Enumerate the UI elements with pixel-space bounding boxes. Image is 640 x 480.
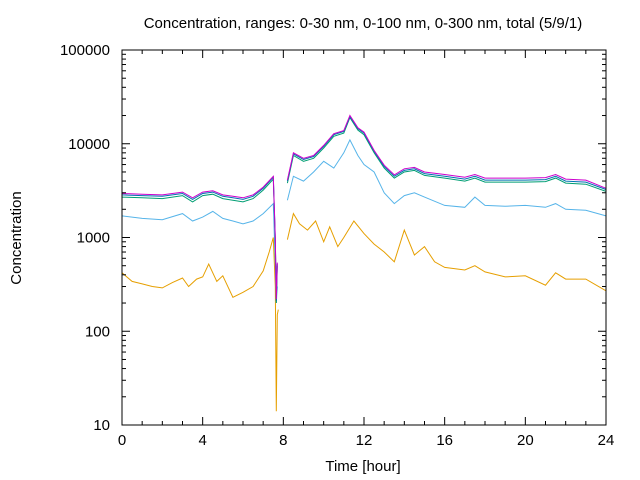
series-line-1	[121, 212, 607, 412]
x-tick-label: 16	[436, 432, 453, 449]
y-axis-label: Concentration	[8, 191, 25, 284]
x-tick-label: 8	[279, 432, 287, 449]
x-axis-label: Time [hour]	[325, 458, 400, 475]
x-tick-label: 0	[118, 432, 126, 449]
chart-title: Concentration, ranges: 0-30 nm, 0-100 nm…	[144, 15, 583, 32]
x-tick-label: 12	[356, 432, 373, 449]
y-tick-label: 1000	[77, 230, 110, 247]
x-tick-label: 4	[198, 432, 206, 449]
y-tick-label: 100	[85, 323, 110, 340]
series-line-5	[121, 114, 607, 300]
x-tick-label: 20	[517, 432, 534, 449]
plot-frame	[121, 49, 607, 426]
series-line-3	[121, 116, 607, 304]
y-tick-label: 100000	[60, 42, 110, 59]
y-tick-label: 10000	[68, 136, 110, 153]
plot-series	[121, 114, 607, 412]
series-line-2	[121, 138, 607, 304]
x-tick-label: 24	[598, 432, 615, 449]
axes: 0 4 8 12 16 20 24 10 100 1000 10000 100000	[60, 42, 614, 449]
y-tick-label: 10	[93, 417, 110, 434]
series-line-4	[121, 115, 607, 302]
